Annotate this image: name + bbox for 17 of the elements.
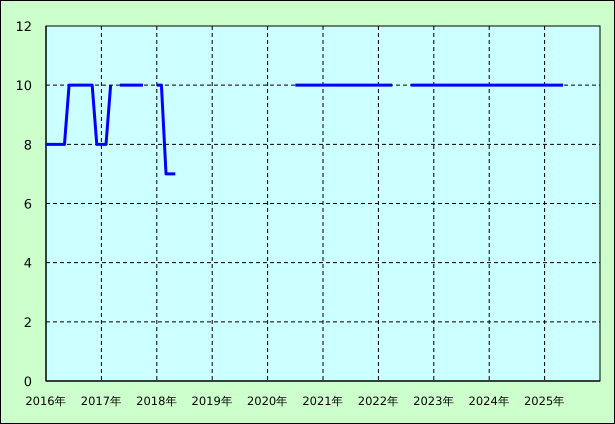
y-tick-label: 2: [24, 316, 32, 331]
x-tick-label: 2025年: [524, 394, 566, 408]
x-tick-label: 2018年: [136, 394, 178, 408]
x-tick-label: 2019年: [192, 394, 233, 408]
x-tick-label: 2022年: [358, 394, 400, 408]
x-tick-label: 2024年: [468, 394, 510, 408]
x-tick-label: 2016年: [25, 394, 67, 408]
y-tick-label: 0: [24, 375, 32, 390]
y-tick-label: 4: [24, 256, 32, 272]
y-tick-label: 6: [24, 198, 32, 212]
x-tick-label: 2021年: [302, 394, 344, 408]
y-tick-label: 12: [15, 20, 32, 35]
x-tick-label: 2020年: [246, 394, 288, 408]
y-tick-label: 8: [24, 138, 32, 154]
y-tick-label: 10: [15, 79, 32, 94]
x-tick-label: 2017年: [80, 394, 122, 408]
x-tick-label: 2023年: [413, 394, 454, 408]
